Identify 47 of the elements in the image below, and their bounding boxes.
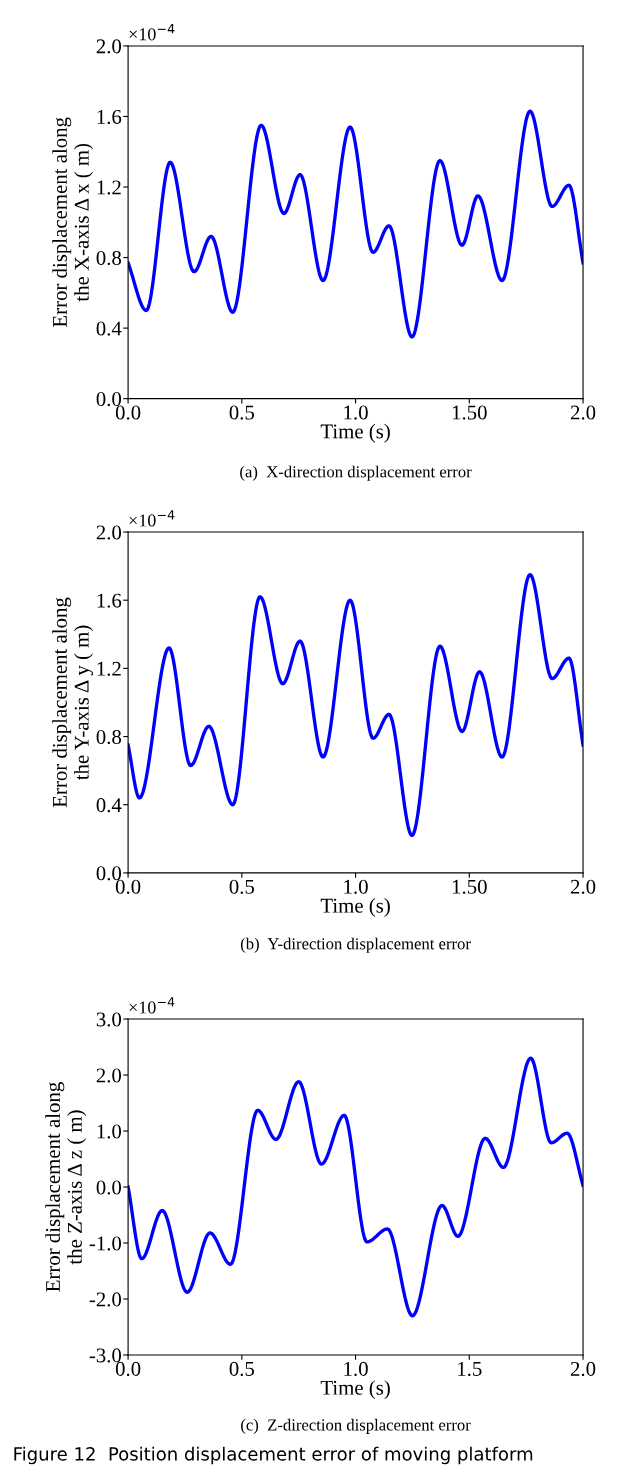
y-tick-label: 2.0 [96,39,122,54]
y-tick-label: 1.2 [97,661,121,676]
x-axis-title: Time (s) [320,1380,390,1400]
text: (a) X-direction displacement error [240,465,472,481]
y-tick-label: 3.0 [96,1012,122,1027]
text: ×10$^{−4}$ [129,24,175,41]
x-tick-label: 0.0 [115,1361,141,1376]
x-tick-label: 2.0 [570,1361,596,1376]
x-tick-label: 2.0 [570,405,596,420]
x-tick-label: 0.5 [229,879,255,894]
x-tick-label: 1.0 [344,879,368,894]
text: (b) Y-direction displacement error [240,937,471,953]
y-tick-label: 2.0 [96,525,122,540]
y-axis-title: Error displacement along the Y-axis Δ y ( m) [52,597,94,808]
y-tick-label: 1.6 [97,109,122,125]
y-tick-label: 0.8 [96,250,122,266]
x-tick-label: 2.0 [570,879,596,894]
y-tick-label: 0.0 [96,392,122,407]
y-tick-label: -3.0 [89,1348,122,1363]
x-axis-title: Time (s) [320,423,390,443]
x-tick-label: 0.5 [229,1361,255,1376]
y-axis-title: Error displacement along the Z-axis Δ z ( m) [45,1082,87,1292]
y-tick-label: 0.0 [96,1180,122,1195]
x-tick-label: 1.5 [458,1361,482,1376]
y-tick-label: 0.8 [96,729,122,745]
x-tick-label: 1.50 [452,405,487,420]
y-tick-label: 0.4 [96,798,122,813]
text: ×10$^{−4}$ [129,510,175,527]
y-tick-label: 1.6 [97,593,122,608]
caption: Figure 12 Position displacement error of moving platform [14,1446,533,1465]
text: (c) Z-direction displacement error [241,1418,471,1434]
x-tick-label: 1.0 [344,1361,368,1376]
y-tick-label: 2.0 [96,1068,122,1083]
x-tick-label: 1.0 [344,405,368,420]
x-axis-title: Time (s) [320,898,390,917]
text: ×10$^{−4}$ [129,997,175,1014]
x-tick-label: 0.5 [229,405,255,420]
y-tick-label: 0.4 [96,321,122,336]
y-axis-title: Error displacement along the X-axis Δ x ( m) [52,117,94,327]
y-tick-label: -1.0 [89,1236,122,1251]
y-tick-label: -2.0 [89,1292,122,1307]
y-tick-label: 1.2 [97,180,121,195]
y-tick-label: 1.0 [97,1124,122,1139]
y-tick-label: 0.0 [96,866,122,881]
x-tick-label: 0.0 [115,405,141,420]
x-tick-label: 0.0 [115,879,141,894]
x-tick-label: 1.50 [452,879,487,894]
